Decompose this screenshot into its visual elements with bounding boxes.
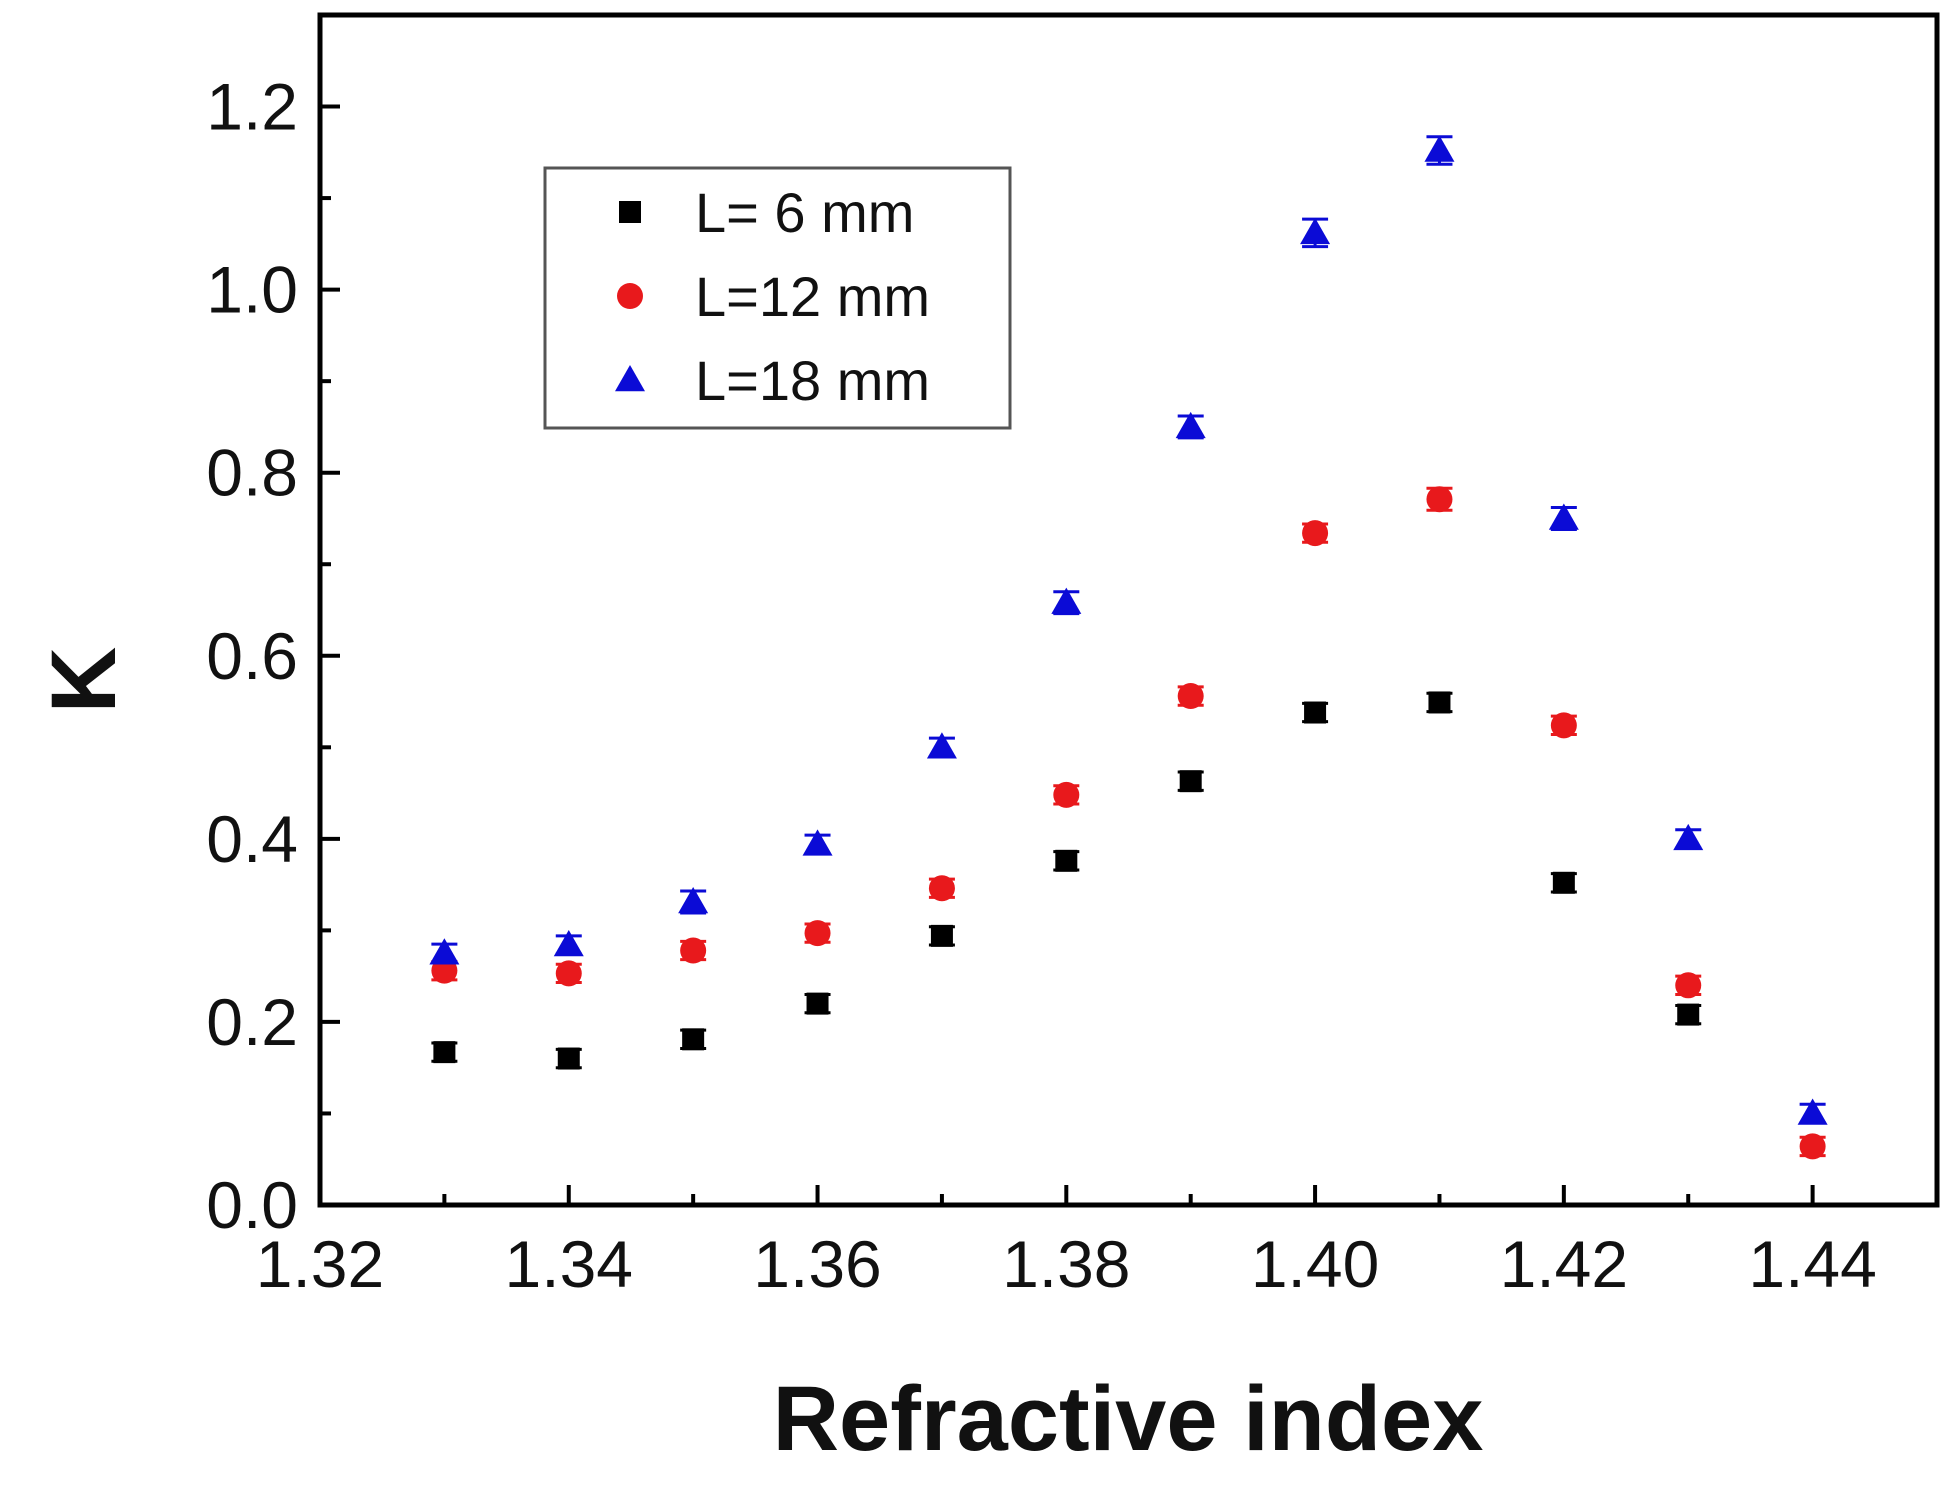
legend-marker [615,365,645,392]
data-point [553,930,584,957]
data-point [806,992,829,1015]
data-point [1426,486,1453,513]
data-point [678,887,709,914]
data-point [1179,770,1202,793]
data-point [930,924,953,947]
series-2 [431,486,1826,1160]
legend-marker [619,201,641,223]
x-tick-label: 1.40 [1251,1227,1379,1301]
x-tick-label: 1.36 [753,1227,881,1301]
data-point [1175,411,1206,439]
data-point [433,1041,456,1064]
x-axis-ticks: 1.32 1.34 1.36 1.38 1.40 1.42 1.44 [256,1185,1877,1301]
data-point [804,920,831,947]
data-point [557,1047,580,1070]
data-point [1677,1003,1700,1026]
x-tick-label: 1.38 [1002,1227,1130,1301]
data-point [928,875,955,902]
legend-items: L= 6 mm L=12 mm L=18 mm [615,181,930,412]
legend: L= 6 mm L=12 mm L=18 mm [543,166,1012,430]
series-3 [429,135,1828,1125]
legend-label: L=18 mm [695,349,930,412]
data-point [802,829,833,856]
x-tick-label: 1.32 [256,1227,384,1301]
data-point [680,937,707,964]
y-axis-ticks: 0.0 0.2 0.4 0.6 0.8 1.0 1.2 [206,70,340,1242]
data-point [1424,135,1455,162]
data-point [1302,520,1329,547]
data-point [1548,503,1579,530]
data-point [1673,823,1704,851]
data-points [429,135,1828,1160]
data-point [1428,691,1451,714]
data-point [1675,972,1702,999]
data-point [926,732,957,759]
y-tick-label: 0.0 [206,1168,298,1242]
data-point [1550,712,1577,739]
y-axis-title: K [33,647,135,713]
x-axis-title: Refractive index [773,1368,1484,1470]
data-point [1552,871,1575,894]
x-tick-label: 1.34 [505,1227,633,1301]
y-tick-label: 1.2 [206,70,298,144]
data-point [1300,217,1331,245]
y-tick-label: 0.4 [206,802,298,876]
x-tick-label: 1.44 [1748,1227,1876,1301]
legend-label: L=12 mm [695,265,930,328]
y-tick-label: 0.8 [206,436,298,510]
data-point [682,1028,705,1051]
y-tick-label: 0.6 [206,619,298,693]
data-point [1055,849,1078,872]
data-point [1177,683,1204,710]
plot-frame [317,12,1940,1208]
data-point [1304,701,1327,724]
y-tick-label: 0.2 [206,985,298,1059]
series-1 [431,691,1702,1070]
data-point [1051,587,1082,614]
data-point [555,960,582,987]
data-point [1053,781,1080,808]
data-point [1799,1133,1826,1160]
x-tick-label: 1.42 [1500,1227,1628,1301]
y-tick-label: 1.0 [206,253,298,327]
legend-label: L= 6 mm [695,181,914,244]
legend-marker [617,283,643,309]
data-point [1797,1098,1828,1125]
data-point [429,938,460,965]
